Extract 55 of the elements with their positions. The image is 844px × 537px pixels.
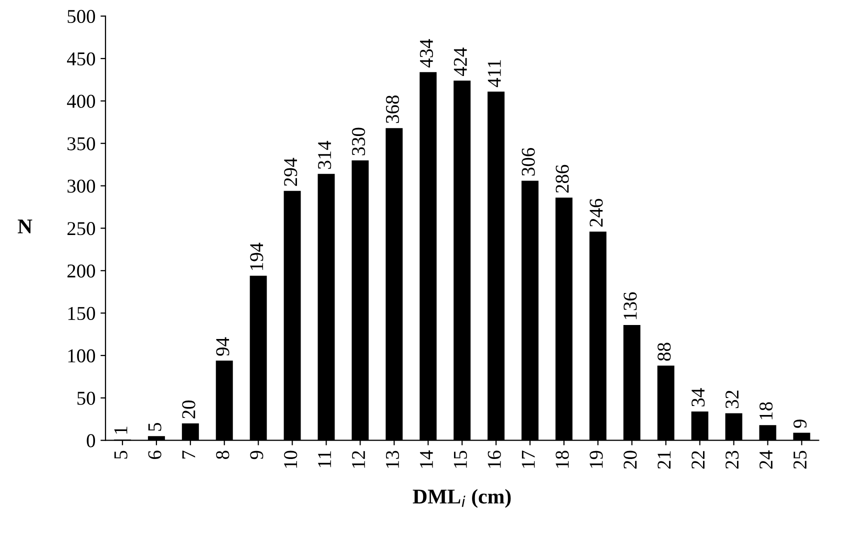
x-tick-label: 20 [624,450,637,469]
x-tick-label: 10 [284,450,298,468]
data-label: 424 [454,48,467,76]
x-tick-label: 12 [352,451,365,468]
x-tick-label: 17 [522,450,535,468]
data-label: 286 [556,164,569,193]
x-tick-label: 5 [114,450,128,459]
data-label: 94 [216,337,230,356]
y-tick-label: 450 [66,52,96,66]
y-tick-label: 250 [67,222,96,236]
x-tick-label: 13 [386,450,400,468]
data-label: 434 [420,39,433,68]
x-tick-label: 7 [182,450,196,458]
data-label: 306 [522,148,535,176]
y-tick-label: 400 [66,94,96,108]
x-axis-title: DML$_{i}$ (cm) [412,488,511,508]
data-label: 330 [352,128,366,156]
data-label: 32 [726,390,739,408]
y-axis-title: N [18,220,32,234]
data-label: 294 [284,158,298,186]
data-label: 136 [624,292,637,320]
y-tick-label: 0 [86,434,96,448]
data-label: 34 [692,388,705,406]
data-label: 411 [488,60,501,88]
y-tick-label: 300 [68,180,96,193]
y-tick-label: 500 [68,10,96,24]
y-tick-label: 350 [68,137,96,150]
x-tick-label: 19 [590,450,603,468]
x-tick-label: 9 [250,450,264,460]
x-tick-label: 23 [726,450,739,469]
x-tick-label: 25 [794,450,807,469]
y-tick-label: 200 [67,264,96,278]
data-label: 18 [759,402,773,420]
data-label: 368 [386,96,400,124]
x-tick-label: 15 [454,450,467,468]
x-tick-label: 24 [760,450,772,469]
x-tick-label: 14 [420,450,433,468]
data-label: 194 [250,242,264,270]
x-tick-label: 22 [692,451,704,469]
x-tick-label: 21 [658,451,671,469]
x-tick-label: 6 [148,450,162,459]
data-label: 20 [182,400,196,418]
data-label: 9 [794,420,807,428]
y-tick-label: 100 [68,349,96,362]
x-tick-label: 18 [556,450,569,468]
data-label: 1 [114,426,128,434]
data-label: 88 [658,342,671,361]
data-label: 314 [318,140,332,169]
data-label: 5 [148,422,162,431]
data-label: 246 [590,198,603,227]
x-tick-label: 8 [216,450,230,460]
x-tick-label: 16 [488,450,501,468]
x-tick-label: 11 [318,451,331,468]
y-tick-label: 150 [68,306,96,320]
y-tick-label: 50 [77,392,96,405]
